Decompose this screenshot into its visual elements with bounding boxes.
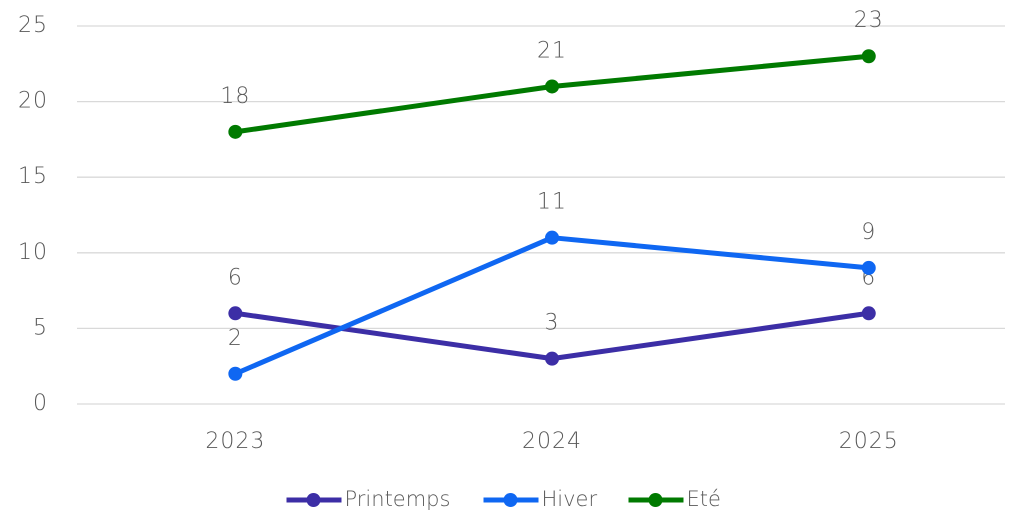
data-label: 3 <box>545 311 560 336</box>
data-point <box>545 351 560 366</box>
data-point <box>228 366 243 381</box>
y-tick-label: 10 <box>18 240 48 265</box>
y-tick-label: 5 <box>33 315 48 340</box>
data-label: 21 <box>537 38 567 63</box>
data-point <box>861 49 876 64</box>
x-tick-label: 2024 <box>522 429 582 454</box>
data-label: 6 <box>228 265 243 290</box>
legend-marker <box>306 493 321 507</box>
data-label: 2 <box>228 326 243 351</box>
x-tick-label: 2025 <box>839 429 899 454</box>
legend-label: Eté <box>687 487 721 511</box>
data-point <box>545 230 560 245</box>
data-label: 23 <box>854 8 884 33</box>
data-label: 11 <box>537 190 567 215</box>
legend-marker <box>503 493 518 507</box>
y-tick-label: 20 <box>18 89 48 114</box>
series-line <box>234 53 869 135</box>
data-label: 9 <box>861 220 876 245</box>
data-label: 18 <box>220 84 250 109</box>
data-point <box>228 124 243 139</box>
legend-label: Hiver <box>542 487 598 511</box>
data-point <box>228 306 243 321</box>
legend-marker <box>648 493 663 507</box>
data-point <box>861 306 876 321</box>
y-tick-label: 0 <box>33 391 48 416</box>
data-point <box>861 260 876 275</box>
x-tick-label: 2023 <box>205 429 265 454</box>
legend-label: Printemps <box>345 487 451 511</box>
y-tick-label: 15 <box>18 164 48 189</box>
y-tick-label: 25 <box>18 13 48 38</box>
data-point <box>545 79 560 94</box>
